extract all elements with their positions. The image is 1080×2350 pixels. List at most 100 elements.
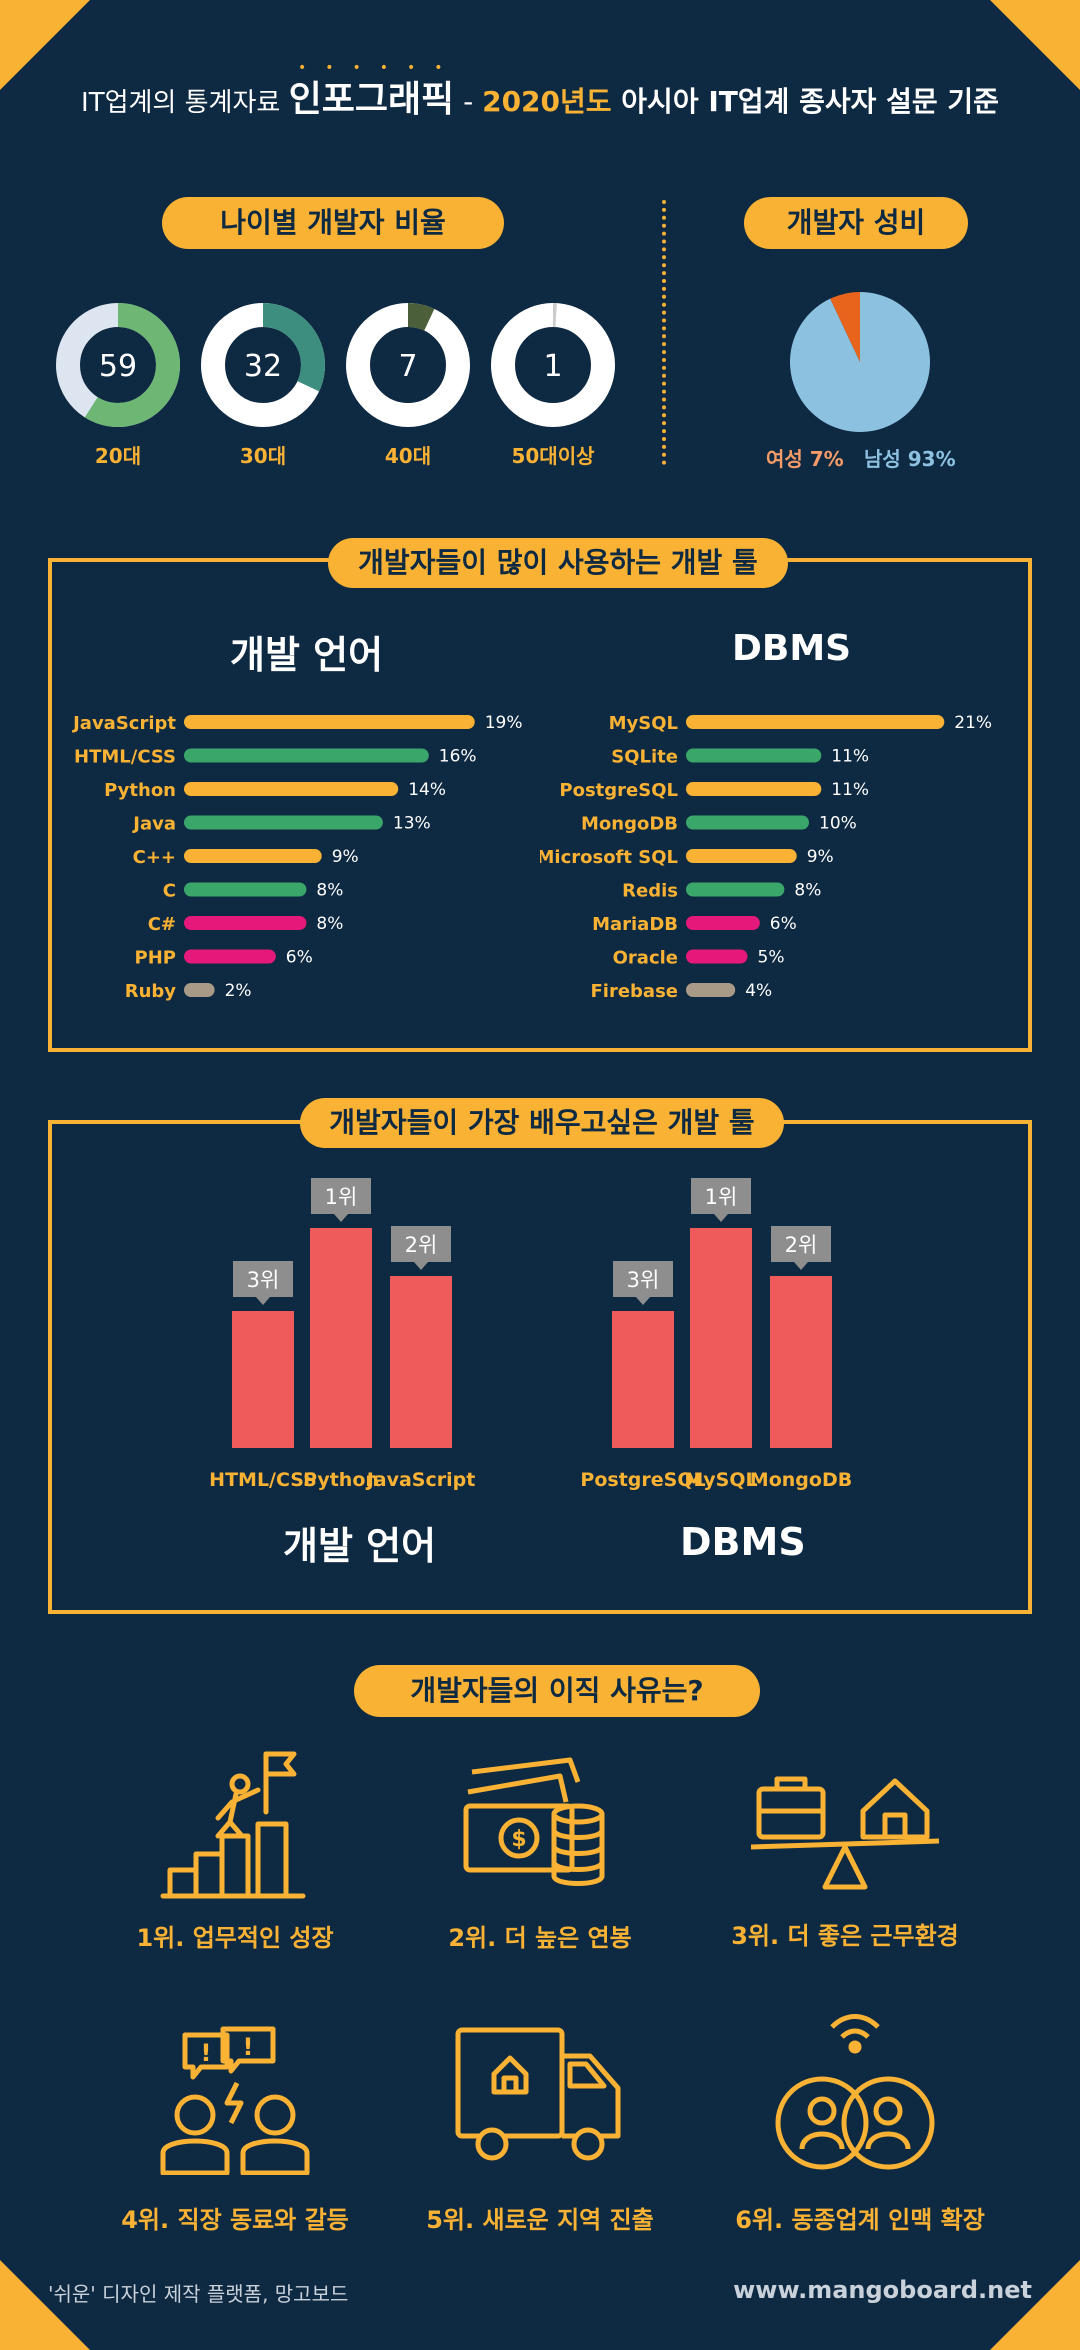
bar-value-label: 6% xyxy=(286,948,313,968)
bar xyxy=(686,849,797,863)
bar-value-label: 9% xyxy=(332,847,359,867)
bar-category-label: C xyxy=(163,881,176,902)
age-donut-chart: 59 20대 32 30대 7 40대 1 50대이상 xyxy=(56,303,615,468)
quit-item-4: 4위. 직장 동료와 갈등 xyxy=(121,2206,349,2234)
gender-title: 개발자 성비 xyxy=(744,197,968,249)
bar-category-label: Redis xyxy=(622,881,678,902)
money-icon: $ xyxy=(463,1757,605,1886)
bar-value-label: 8% xyxy=(794,881,821,901)
rank-tag-pointer xyxy=(334,1214,348,1222)
rank-tag-label: 3위 xyxy=(627,1268,660,1292)
rank-bar xyxy=(612,1311,674,1448)
bar-category-label: Microsoft SQL xyxy=(540,847,678,868)
bar xyxy=(686,983,736,997)
mountain-flag-icon xyxy=(160,1751,306,1899)
rank-tag xyxy=(233,1261,293,1297)
quit-item-5: 5위. 새로운 지역 진출 xyxy=(426,2206,654,2234)
bar xyxy=(184,782,399,796)
bar-value-label: 19% xyxy=(485,713,523,733)
rank-tag-pointer xyxy=(636,1297,650,1305)
age-donut-label: 20대 xyxy=(95,444,141,468)
bar-category-label: PHP xyxy=(135,948,176,969)
age-donut-label: 30대 xyxy=(240,444,286,468)
bar xyxy=(686,882,785,897)
gender-female-label: 여성 7% xyxy=(766,447,844,471)
age-donut-value: 1 xyxy=(543,349,562,384)
age-title: 나이별 개발자 비율 xyxy=(162,197,504,249)
bar-value-label: 9% xyxy=(807,847,834,867)
bar-value-label: 6% xyxy=(770,914,797,934)
corner-bottom-left xyxy=(0,2260,90,2350)
bar xyxy=(184,748,429,763)
bar-category-label: Python xyxy=(104,780,176,801)
bar-category-label: JavaScript xyxy=(71,713,176,734)
age-donut-value: 7 xyxy=(398,349,417,384)
bar xyxy=(184,815,383,830)
learn-db-title: DBMS xyxy=(680,1520,806,1564)
bar-category-label: Java xyxy=(131,814,176,835)
age-donut-arc xyxy=(84,303,180,427)
footer-left: '쉬운' 디자인 제작 플랫폼, 망고보드 xyxy=(48,2282,349,2306)
bar xyxy=(184,849,322,863)
conflict-icon: ! ! xyxy=(160,2026,310,2175)
bar xyxy=(686,916,760,930)
bar-category-label: Firebase xyxy=(590,981,678,1002)
quit-item-3: 3위. 더 좋은 근무환경 xyxy=(731,1922,959,1950)
bar-value-label: 10% xyxy=(819,814,857,834)
rank-bar xyxy=(232,1311,294,1448)
corner-bottom-right xyxy=(990,2260,1080,2350)
bar-value-label: 5% xyxy=(758,948,785,968)
age-donut-label: 40대 xyxy=(385,444,431,468)
tools-lang-title: 개발 언어 xyxy=(230,633,384,677)
bar xyxy=(686,782,822,796)
bar xyxy=(184,949,276,964)
bar-category-label: C++ xyxy=(133,847,176,868)
tools-db-bar-chart: MySQL 21% SQLite 11% PostgreSQL 11% MongoDB 10%… xyxy=(540,713,992,1002)
bar xyxy=(686,949,748,964)
rank-tag-pointer xyxy=(794,1262,808,1270)
svg-text:!: ! xyxy=(243,2033,254,2061)
header-big: 인포그래픽 xyxy=(288,79,455,120)
bar-value-label: 21% xyxy=(954,713,992,733)
tools-title: 개발자들이 많이 사용하는 개발 툴 xyxy=(328,538,788,588)
header-rest: 아시아 IT업계 종사자 설문 기준 xyxy=(611,85,999,118)
bar-value-label: 2% xyxy=(225,981,252,1001)
footer-link[interactable]: www.mangoboard.net xyxy=(733,2276,1032,2304)
bar-category-label: Oracle xyxy=(613,948,678,969)
header-dash: - xyxy=(454,85,483,118)
bar xyxy=(184,715,475,729)
rank-category-label: Python xyxy=(303,1469,379,1491)
bar-value-label: 13% xyxy=(393,814,431,834)
bar xyxy=(686,715,945,729)
balance-icon xyxy=(750,1776,940,1890)
age-divider xyxy=(662,200,666,465)
corner-top-right xyxy=(990,0,1080,90)
bar xyxy=(184,983,215,997)
rank-tag xyxy=(691,1178,751,1214)
rank-tag-label: 2위 xyxy=(785,1233,818,1257)
rank-tag-label: 3위 xyxy=(247,1268,280,1292)
age-donut-arc xyxy=(262,303,325,392)
bar-value-label: 8% xyxy=(316,914,343,934)
bar-category-label: MariaDB xyxy=(592,914,678,935)
rank-tag-pointer xyxy=(414,1262,428,1270)
bar xyxy=(686,748,822,763)
gender-pie-female-slice xyxy=(830,292,860,362)
header-prefix: IT업계의 통계자료 xyxy=(81,88,289,118)
rank-bar xyxy=(770,1276,832,1448)
gender-pie-chart xyxy=(790,292,930,432)
svg-text:!: ! xyxy=(201,2039,212,2067)
rank-bar xyxy=(310,1228,372,1448)
bar-category-label: MongoDB xyxy=(581,814,678,835)
moving-truck-icon xyxy=(455,2027,621,2161)
header-year: 2020년도 xyxy=(482,85,612,118)
bar xyxy=(184,882,307,897)
bar-value-label: 16% xyxy=(439,747,477,767)
quit-item-2: 2위. 더 높은 연봉 xyxy=(448,1924,632,1952)
learn-title: 개발자들이 가장 배우고싶은 개발 툴 xyxy=(300,1098,784,1148)
rank-tag xyxy=(311,1178,371,1214)
network-icon xyxy=(775,2014,935,2170)
rank-category-label: JavaScript xyxy=(365,1469,476,1491)
rank-tag xyxy=(771,1226,831,1262)
bar-category-label: C# xyxy=(148,914,176,935)
